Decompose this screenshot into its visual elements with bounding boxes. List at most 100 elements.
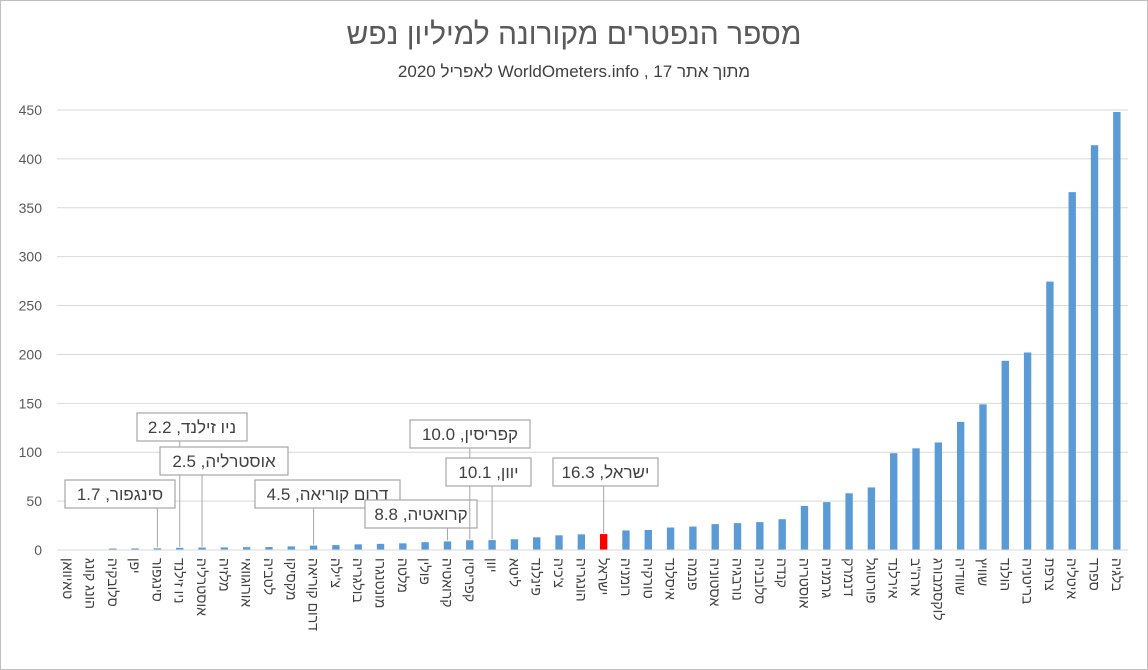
bar [823,502,831,550]
x-tick-label: אוסטרליה [194,558,210,616]
y-tick-label: 450 [19,102,43,118]
bar [198,547,206,550]
x-tick-label: מלזיה [216,558,232,592]
bar [1090,145,1099,550]
bar [845,493,853,550]
bar [287,546,295,550]
callout-box [136,412,248,442]
bar [1068,192,1076,550]
y-tick-label: 400 [19,151,43,167]
bar [979,404,987,550]
bar [644,529,652,550]
data-label: ניו זילנד, 2.2 [148,418,236,437]
x-tick-label: לטביה [261,558,277,595]
x-tick-label: אוסטריה [796,558,812,609]
x-tick-label: שוויץ [975,558,991,586]
x-tick-label: דנמרק [841,558,857,597]
x-tick-label: סינגפור [149,558,165,602]
bar [443,541,452,550]
x-tick-label: פינלנד [529,558,545,596]
x-tick-label: אורוגוואי [239,558,255,607]
x-tick-label: איטליה [1064,558,1080,599]
y-tick-label: 100 [19,444,43,460]
x-tick-label: יפן [127,558,143,574]
x-tick-label: צ'ילה [328,558,344,588]
bar [800,506,809,550]
x-tick-label: ספרד [1087,558,1103,591]
bar [622,530,630,550]
x-tick-label: פנמה [685,558,701,590]
x-axis: טאיוואן הונג קונג סלובקיה יפן סינגפור ניו זיל… [57,549,1128,631]
x-tick-label: איסלנד [663,558,679,600]
callout-box [364,499,478,529]
y-tick-label: 150 [19,395,43,411]
x-tick-label: דרום קוריאה [306,558,322,631]
x-tick-label: נורבגיה [730,558,746,601]
x-tick-label: ארה"ב [908,558,924,596]
x-tick-label: בולגריה [350,558,366,603]
x-tick-label: הונגריה [573,558,589,602]
y-tick-label: 350 [19,200,43,216]
x-tick-label: הולנד [997,558,1013,591]
bar [890,453,898,550]
callout-box [552,457,659,487]
data-label: ישראל, 16.3 [562,463,650,482]
bar [533,537,541,550]
x-tick-label: לוקסמבורג [930,558,946,621]
chart-title: מספר הנפטרים מקורונה למיליון נפש [346,18,802,51]
bar [354,544,362,550]
data-label: יוון, 10.1 [458,463,518,482]
x-tick-label: קרואטיה [439,558,455,608]
data-label: סינגפור, 1.7 [77,485,163,504]
x-tick-label: אסטוניה [707,558,723,607]
bar [956,421,965,550]
x-tick-label: רומניה [618,558,634,596]
bar [867,487,876,550]
chart-subtitle: מתוך אתר WorldOmeters.info , 17 לאפריל 2… [397,62,751,81]
bar [711,524,719,550]
data-label: קרואטיה, 8.8 [374,505,467,524]
bars [64,111,1121,550]
bar [510,539,519,550]
bar [242,547,251,550]
x-tick-label: ניו זילנד [172,558,188,603]
callout-box [64,479,176,509]
bar [1001,360,1009,550]
bar [666,527,675,550]
bar [332,545,340,550]
bar [153,548,162,550]
bar [1113,111,1121,550]
bar [376,543,385,550]
bar [1046,281,1054,550]
y-tick-label: 200 [19,346,43,362]
x-tick-label: צ'כיה [551,558,567,588]
y-axis: 0 50 100 150 200 250 300 350 400 450 [19,102,43,558]
x-tick-label: מקסיקו [283,558,299,600]
bar [399,543,407,550]
x-tick-label: יוון [484,558,500,573]
x-tick-label: ישראל [596,558,612,595]
y-tick-label: 0 [34,542,42,558]
x-tick-label: הונג קונג [82,558,98,609]
bar [220,547,229,550]
x-tick-label: סלובקיה [105,558,121,607]
bar [778,519,786,550]
bar [756,522,764,550]
bar [488,540,496,550]
y-tick-label: 300 [19,249,43,265]
x-tick-label: פורטוגל [863,558,879,604]
bar [1023,352,1032,550]
bar [265,547,273,550]
callout-box [159,446,289,476]
bar [733,523,742,550]
callouts: סינגפור, 1.7 ניו זילנד, 2.2 אוסטרליה, 2.5 ד… [64,412,659,548]
x-tick-label: בריטניה [1020,558,1036,604]
callout-box [445,457,532,487]
y-tick-label: 250 [19,298,43,314]
x-tick-label: בלגיה [1109,558,1125,591]
data-label: קפריסין, 10.0 [422,425,518,444]
data-label: דרום קוריאה, 4.5 [267,485,389,504]
bar [555,535,563,550]
